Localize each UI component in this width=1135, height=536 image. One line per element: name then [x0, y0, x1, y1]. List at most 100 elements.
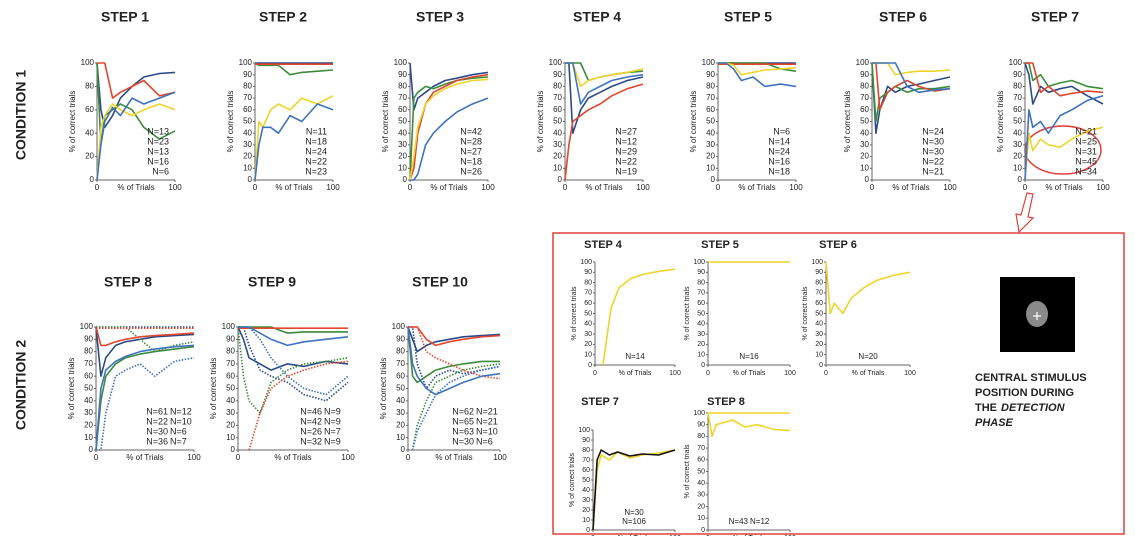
chart-title: STEP 2	[259, 9, 307, 25]
y-tick-label: 10	[1013, 163, 1022, 172]
y-tick-label: 40	[226, 396, 235, 405]
legend-label: N=9	[324, 406, 341, 416]
y-tick-label: 0	[1018, 175, 1023, 184]
caption: THE DETECTION	[975, 402, 1066, 414]
series-line	[238, 326, 349, 396]
x-tick-label: 0	[870, 183, 875, 192]
y-tick-label: 10	[815, 352, 823, 359]
legend-label: N=7	[324, 426, 341, 436]
y-tick-label: 10	[243, 163, 252, 172]
y-tick-label: 70	[398, 93, 407, 102]
y-axis-label: % of correct trials	[684, 444, 691, 499]
legend-label: N=10	[170, 416, 192, 426]
x-axis-label: % of Trials	[126, 453, 163, 462]
y-tick-label: 90	[584, 269, 592, 276]
chart-title: STEP 7	[581, 396, 619, 408]
y-tick-label: 100	[549, 58, 563, 67]
legend-label: N=6	[773, 126, 790, 136]
series-line	[411, 365, 501, 451]
chart-title: STEP 4	[573, 9, 621, 25]
series-line	[592, 449, 676, 531]
y-tick-label: 90	[84, 334, 93, 343]
y-tick-label: 90	[697, 422, 705, 429]
x-tick-label: 100	[784, 535, 796, 536]
legend-label: N=34	[1075, 166, 1097, 176]
y-tick-label: 60	[396, 371, 405, 380]
y-tick-label: 0	[588, 362, 592, 369]
chart-title: STEP 6	[819, 239, 857, 251]
x-axis-label: % of Trials	[618, 535, 651, 536]
y-tick-label: 0	[558, 175, 563, 184]
x-axis-label: % of Trials	[733, 370, 766, 377]
caption: CENTRAL STIMULUS	[975, 372, 1087, 384]
y-tick-label: 20	[582, 507, 590, 514]
series-line	[602, 268, 676, 366]
y-tick-label: 40	[85, 128, 94, 137]
y-tick-label: 80	[226, 347, 235, 356]
y-tick-label: 30	[553, 140, 562, 149]
chart-title: STEP 5	[724, 9, 772, 25]
y-tick-label: 50	[815, 310, 823, 317]
y-tick-label: 10	[860, 163, 869, 172]
legend-label: N=16	[147, 156, 169, 166]
legend-label: N=42	[460, 126, 482, 136]
y-tick-label: 70	[860, 93, 869, 102]
chart-title: STEP 3	[416, 9, 464, 25]
y-axis-label: % of correct trials	[536, 91, 545, 153]
series-line	[254, 62, 334, 76]
y-tick-label: 70	[706, 93, 715, 102]
y-tick-label: 80	[860, 82, 869, 91]
legend-label: N=20	[858, 352, 878, 361]
series-line	[95, 345, 195, 451]
x-tick-label: 0	[94, 453, 99, 462]
x-axis-label: % of Trials	[435, 453, 472, 462]
y-tick-label: 70	[815, 290, 823, 297]
x-tick-label: 100	[784, 370, 796, 377]
y-tick-label: 0	[711, 175, 716, 184]
legend-label: N=27	[615, 126, 637, 136]
series-line	[254, 103, 334, 181]
y-tick-label: 30	[84, 408, 93, 417]
legend-label: N=12	[170, 406, 192, 416]
y-tick-label: 40	[553, 128, 562, 137]
y-tick-label: 100	[580, 259, 592, 266]
x-tick-label: 100	[943, 183, 957, 192]
legend-label: N=22	[615, 156, 637, 166]
y-tick-label: 0	[90, 175, 95, 184]
series-line	[409, 62, 489, 111]
legend-label: N=7	[170, 436, 187, 446]
y-tick-label: 10	[226, 433, 235, 442]
x-tick-label: 0	[591, 535, 595, 536]
legend-label: N=30	[922, 136, 944, 146]
x-tick-label: 100	[493, 453, 507, 462]
y-tick-label: 80	[706, 82, 715, 91]
y-tick-label: 20	[697, 341, 705, 348]
y-tick-label: 70	[697, 290, 705, 297]
chart-title: STEP 7	[1031, 9, 1079, 25]
y-tick-label: 30	[582, 497, 590, 504]
legend-label: N=62	[452, 406, 474, 416]
y-tick-label: 80	[815, 279, 823, 286]
y-tick-label: 100	[394, 58, 408, 67]
y-axis-label: % of correct trials	[689, 91, 698, 153]
legend-label: N=43	[729, 517, 749, 526]
y-tick-label: 40	[706, 128, 715, 137]
chart-title: STEP 6	[879, 9, 927, 25]
legend-label: N=21	[476, 406, 498, 416]
y-tick-label: 100	[239, 58, 253, 67]
legend-label: N=30	[452, 436, 474, 446]
x-tick-label: 100	[636, 183, 650, 192]
y-tick-label: 0	[701, 362, 705, 369]
legend-label: N=21	[1075, 126, 1097, 136]
x-tick-label: 0	[253, 183, 258, 192]
y-tick-label: 40	[582, 487, 590, 494]
y-tick-label: 70	[243, 93, 252, 102]
y-tick-label: 20	[584, 341, 592, 348]
legend-label: N=6	[170, 426, 187, 436]
y-tick-label: 30	[697, 331, 705, 338]
legend-label: N=6	[152, 166, 169, 176]
y-tick-label: 80	[398, 82, 407, 91]
x-axis-label: % of Trials	[1045, 183, 1082, 192]
legend-label: N=18	[305, 136, 327, 146]
y-tick-label: 60	[84, 371, 93, 380]
